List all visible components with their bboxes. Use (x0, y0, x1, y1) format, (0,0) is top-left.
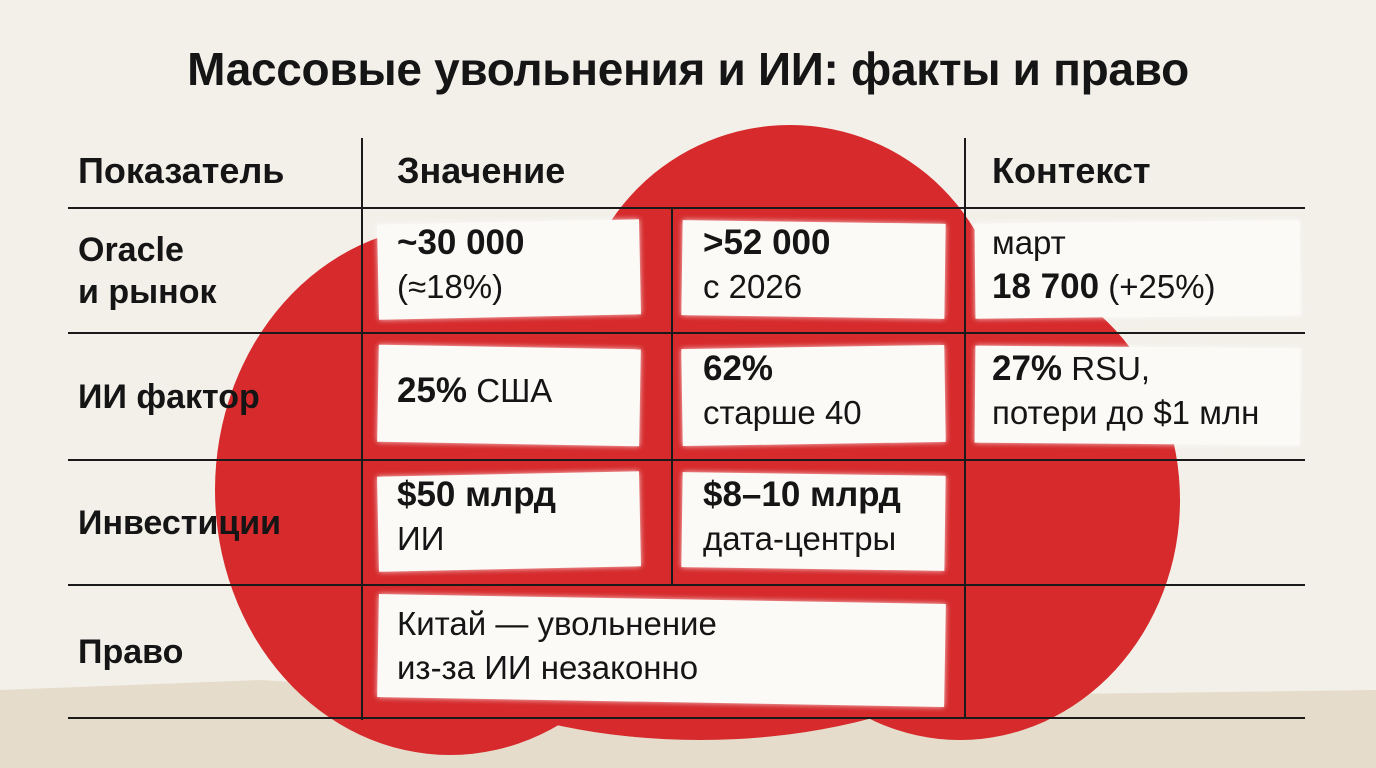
cell-text: из-за ИИ незаконно (397, 648, 699, 686)
row-label: Oracle и рынок (78, 229, 216, 313)
cell-line: дата-центры (703, 517, 901, 561)
cell-line: март (992, 221, 1216, 265)
row-label-line: Право (78, 632, 184, 671)
row-label-line: Инвестиции (78, 503, 282, 542)
cell-text: дата-центры (703, 519, 897, 557)
cell-line: $50 млрд (397, 473, 556, 517)
row-label: Инвестиции (78, 502, 281, 544)
cell-strong: 18 700 (992, 266, 1100, 306)
header: Значение (397, 150, 566, 191)
cell-line: с 2026 (703, 265, 831, 309)
cell-strong: $8–10 млрд (703, 474, 901, 514)
cell-line: 62% (703, 347, 862, 391)
cell-text: ИИ (397, 519, 445, 557)
cell-line: из-за ИИ незаконно (397, 646, 717, 690)
cell-strong: $50 млрд (397, 474, 556, 514)
cell: 25% США (397, 369, 552, 413)
cell: $50 млрд ИИ (397, 473, 556, 561)
header: Показатель (78, 150, 285, 191)
cell-line: (≈18%) (397, 265, 525, 309)
cell: $8–10 млрд дата-центры (703, 473, 901, 561)
cell-line: 18 700 (+25%) (992, 265, 1216, 309)
cell-line: >52 000 (703, 221, 831, 265)
cell-text: (+25%) (1108, 267, 1216, 305)
cell-text: США (476, 371, 553, 409)
cell-text: (≈18%) (397, 267, 504, 305)
row-label-line: ИИ фактор (78, 377, 260, 416)
row-label: Право (78, 631, 183, 673)
cell: 27% RSU, потери до $1 млн (992, 347, 1259, 435)
cell-text: март (992, 223, 1066, 261)
cell-text: RSU, (1071, 349, 1151, 387)
grid (68, 138, 1305, 720)
cell-strong: 25% (397, 370, 468, 410)
cell-line: потери до $1 млн (992, 391, 1259, 435)
cell-text: потери до $1 млн (992, 393, 1260, 431)
cell: 62% старше 40 (703, 347, 862, 435)
row-label-line: и рынок (78, 272, 217, 311)
cell-line: старше 40 (703, 391, 862, 435)
cell-line: Китай — увольнение (397, 602, 717, 646)
cell-strong: 27% (992, 348, 1063, 388)
cell-text: старше 40 (703, 393, 862, 431)
cell-line: ИИ (397, 517, 556, 561)
cell-line: $8–10 млрд (703, 473, 901, 517)
cell: март 18 700 (+25%) (992, 221, 1216, 309)
cell-line: 25% США (397, 369, 552, 413)
cell-line: ~30 000 (397, 221, 525, 265)
cell-text: с 2026 (703, 267, 803, 305)
cell-strong: 62% (703, 348, 774, 388)
row-label: ИИ фактор (78, 376, 260, 418)
cell-strong: ~30 000 (397, 222, 525, 262)
cell-text: Китай — увольнение (397, 604, 717, 642)
cell-line: 27% RSU, (992, 347, 1259, 391)
cell: ~30 000 (≈18%) (397, 221, 525, 309)
cell-strong: >52 000 (703, 222, 831, 262)
cell: >52 000 с 2026 (703, 221, 831, 309)
header: Контекст (992, 150, 1151, 191)
row-label-line: Oracle (78, 230, 184, 269)
cell: Китай — увольнение из-за ИИ незаконно (397, 602, 717, 690)
title: Массовые увольнения и ИИ: факты и право (187, 43, 1189, 95)
